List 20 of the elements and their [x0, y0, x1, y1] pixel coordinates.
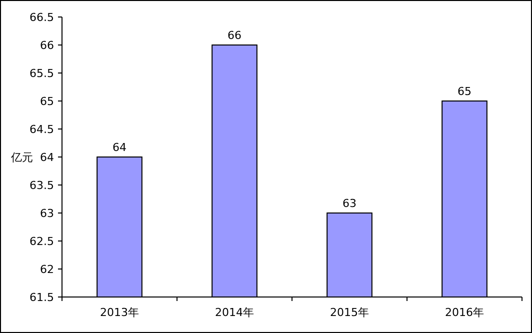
y-tick-label: 64	[40, 151, 54, 164]
y-tick-label: 66.5	[30, 11, 54, 24]
y-tick-label: 65	[40, 95, 54, 108]
x-tick-label: 2016年	[445, 306, 484, 319]
x-tick-label: 2015年	[330, 306, 369, 319]
data-label: 63	[342, 197, 356, 210]
y-tick-label: 61.5	[30, 291, 54, 304]
data-label: 64	[112, 141, 126, 154]
y-tick-label: 63.5	[30, 179, 54, 192]
y-tick-label: 63	[40, 207, 54, 220]
data-label: 65	[458, 85, 472, 98]
y-tick-label: 62	[40, 263, 54, 276]
y-tick-label: 65.5	[30, 67, 54, 80]
y-tick-label: 62.5	[30, 235, 54, 248]
data-label: 66	[228, 29, 242, 42]
x-tick-label: 2013年	[100, 306, 139, 319]
x-tick-label: 2014年	[215, 306, 254, 319]
y-axis-title: 亿元	[10, 151, 33, 164]
y-tick-label: 66	[40, 39, 54, 52]
y-tick-label: 64.5	[30, 123, 54, 136]
